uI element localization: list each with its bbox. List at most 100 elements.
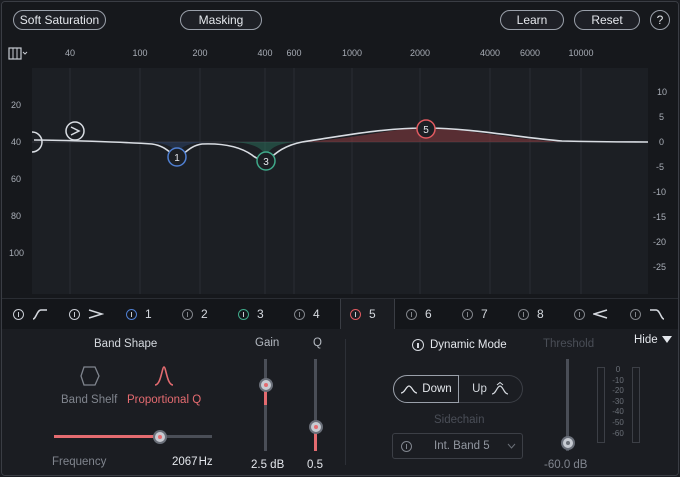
sidechain-dropdown[interactable]: Int. Band 5 [392,433,523,459]
freq-tick: 4000 [480,48,500,58]
masking-button[interactable]: Masking [180,10,262,30]
high-pass-node[interactable] [65,121,85,141]
freq-tick: 100 [132,48,147,58]
freq-tick: 40 [65,48,75,58]
down-curve-icon [401,385,418,394]
left-scale-tick: 80 [11,211,21,221]
band-number: 3 [257,307,264,321]
band-tab-5[interactable]: 5 [340,299,395,329]
svg-text:5: 5 [423,125,429,136]
gain-label: Gain [255,337,280,349]
high-pass-icon [88,309,104,319]
preset-button[interactable]: Soft Saturation [13,10,106,30]
dynamic-mode-toggle[interactable]: Dynamic Mode [412,337,507,353]
q-label: Q [313,337,322,349]
band-number: 7 [481,307,488,321]
low-pass-icon [593,309,608,319]
right-scale-tick: 10 [657,87,667,97]
band-shape-title: Band Shape [94,338,158,350]
band-tab-7[interactable]: 7 [462,299,488,329]
band-number: 6 [425,307,432,321]
gain-slider-knob[interactable] [259,378,273,392]
band-number: 2 [201,307,208,321]
low-cut-handle[interactable] [31,131,43,153]
band-tab-high-pass[interactable] [69,299,104,329]
proportional-q-icon [154,366,174,386]
band-tab-low-pass[interactable] [574,299,609,329]
left-scale-tick: 60 [11,174,21,184]
band-shelf-icon [80,366,100,386]
q-value[interactable]: 0.5 [307,459,323,471]
eq-graph[interactable]: 40 100 200 400 600 1000 2000 4000 6000 1… [2,40,678,298]
band-number: 4 [313,307,320,321]
proportional-q-option[interactable]: Proportional Q [126,365,206,409]
panel-divider [345,339,346,465]
band-5-node[interactable]: 5 [416,119,436,139]
band-tab-1[interactable]: 1 [126,299,152,329]
power-icon[interactable] [630,308,641,320]
freq-tick: 600 [286,48,301,58]
band-tab-low-shelf[interactable] [13,299,48,329]
band-tab-high-shelf[interactable] [630,299,665,329]
right-scale-tick: 0 [659,137,664,147]
freq-tick: 2000 [410,48,430,58]
q-slider[interactable] [309,359,323,451]
help-button[interactable]: ? [650,10,670,30]
svg-text:1: 1 [174,153,180,164]
band-number: 5 [369,307,376,321]
chevron-down-icon [507,443,516,449]
frequency-label: Frequency [52,456,107,468]
band-tab-2[interactable]: 2 [182,299,208,329]
threshold-value[interactable]: -60.0 dB [544,459,588,471]
band-tabs: 1 2 3 4 5 6 7 8 [2,298,678,330]
power-icon[interactable] [574,308,585,320]
right-scale-tick: 5 [659,112,664,122]
frequency-value[interactable]: 2067Hz [172,456,213,468]
up-curve-icon [491,382,508,395]
power-icon[interactable] [462,308,473,320]
right-scale-tick: -15 [653,212,666,222]
band-3-node[interactable]: 3 [256,151,276,171]
band-shelf-option[interactable]: Band Shelf [60,365,120,409]
q-slider-knob[interactable] [309,420,323,434]
threshold-slider[interactable] [561,359,575,451]
frequency-slider[interactable] [54,429,212,445]
power-icon[interactable] [13,308,24,320]
band-number: 8 [537,307,544,321]
power-icon[interactable] [126,308,137,320]
power-icon[interactable] [238,308,249,320]
down-mode-button[interactable]: Down [393,375,459,403]
reset-button[interactable]: Reset [574,10,640,30]
band-tab-4[interactable]: 4 [294,299,320,329]
band-tab-3[interactable]: 3 [238,299,264,329]
power-icon[interactable] [182,308,193,320]
power-icon[interactable] [518,308,529,320]
level-meter-right [632,367,640,443]
left-scale-tick: 40 [11,137,21,147]
learn-button[interactable]: Learn [500,10,564,30]
band-1-node[interactable]: 1 [167,147,187,167]
right-scale-tick: -5 [656,162,664,172]
frequency-slider-knob[interactable] [153,430,167,444]
threshold-slider-knob[interactable] [561,436,575,450]
power-icon[interactable] [69,308,80,320]
power-icon[interactable] [406,308,417,320]
right-scale-tick: -25 [653,262,666,272]
spectrum-view-icon[interactable] [8,47,28,60]
right-scale-tick: -10 [653,187,666,197]
power-icon[interactable] [401,440,412,452]
left-scale-tick: 100 [9,248,24,258]
hide-button[interactable]: Hide [634,334,672,346]
power-icon[interactable] [350,308,361,320]
band-settings-panel: Band Shape Band Shelf Proportional Q Fre… [2,329,678,475]
triangle-down-icon [661,336,672,343]
sidechain-label: Sidechain [434,414,485,426]
band-tab-6[interactable]: 6 [406,299,432,329]
gain-slider[interactable] [259,359,273,451]
band-tab-8[interactable]: 8 [518,299,544,329]
power-icon[interactable] [294,308,305,320]
gain-value[interactable]: 2.5 dB [251,459,285,471]
dynamic-mode-label: Dynamic Mode [430,339,507,351]
up-mode-button[interactable]: Up [459,375,523,403]
